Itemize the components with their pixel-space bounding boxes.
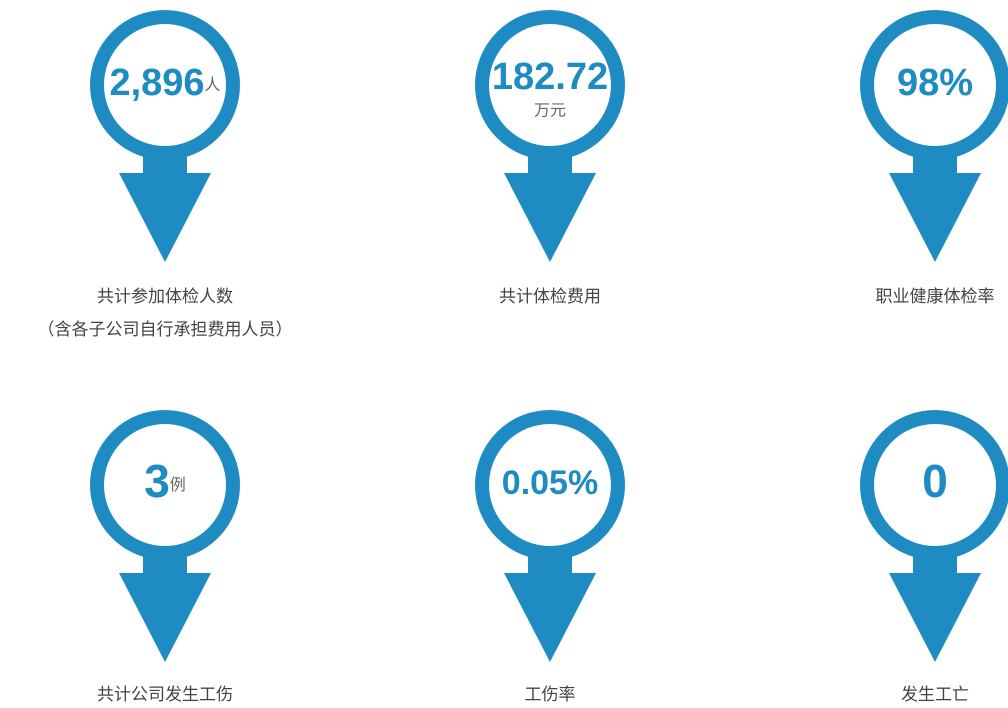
- stat-label: 共计公司发生工伤: [97, 685, 233, 705]
- stat-value: 182.72: [492, 56, 608, 98]
- pin-icon: [867, 417, 1003, 662]
- unit: 例: [170, 475, 186, 494]
- stat-label: 工伤率: [525, 685, 576, 705]
- stat-label: 职业健康体检率: [876, 287, 995, 307]
- stat-value: 3例: [144, 455, 186, 507]
- stat-value: 0: [922, 455, 948, 507]
- stat-label: 共计体检费用: [499, 287, 601, 307]
- stat-value: 98%: [897, 62, 973, 104]
- stat-label: 共计参加体检人数: [97, 287, 233, 307]
- stat-unit: 万元: [534, 101, 566, 120]
- pin-icon: [97, 417, 233, 662]
- stat-value: 0.05%: [502, 464, 598, 502]
- unit: 人: [205, 75, 221, 94]
- value: 2,896: [109, 62, 204, 104]
- pin-icon: [867, 17, 1003, 262]
- stat-item: 182.72 万元 共计体检费用: [482, 17, 618, 307]
- pin-icon: [482, 417, 618, 662]
- stat-label: 发生工亡: [901, 685, 969, 705]
- stat-item: 2,896人 共计参加体检人数 （含各子公司自行承担费用人员）: [38, 17, 293, 340]
- pin-icon: [97, 17, 233, 262]
- stat-item: 0 发生工亡: [867, 417, 1003, 705]
- stat-item: 3例 共计公司发生工伤: [97, 417, 233, 705]
- stat-note: （含各子公司自行承担费用人员）: [38, 320, 293, 340]
- value: 3: [144, 455, 170, 507]
- stat-item: 98% 职业健康体检率: [867, 17, 1003, 307]
- stat-value: 2,896人: [109, 62, 220, 104]
- stat-item: 0.05% 工伤率: [482, 417, 618, 705]
- pin-icon: [482, 17, 618, 262]
